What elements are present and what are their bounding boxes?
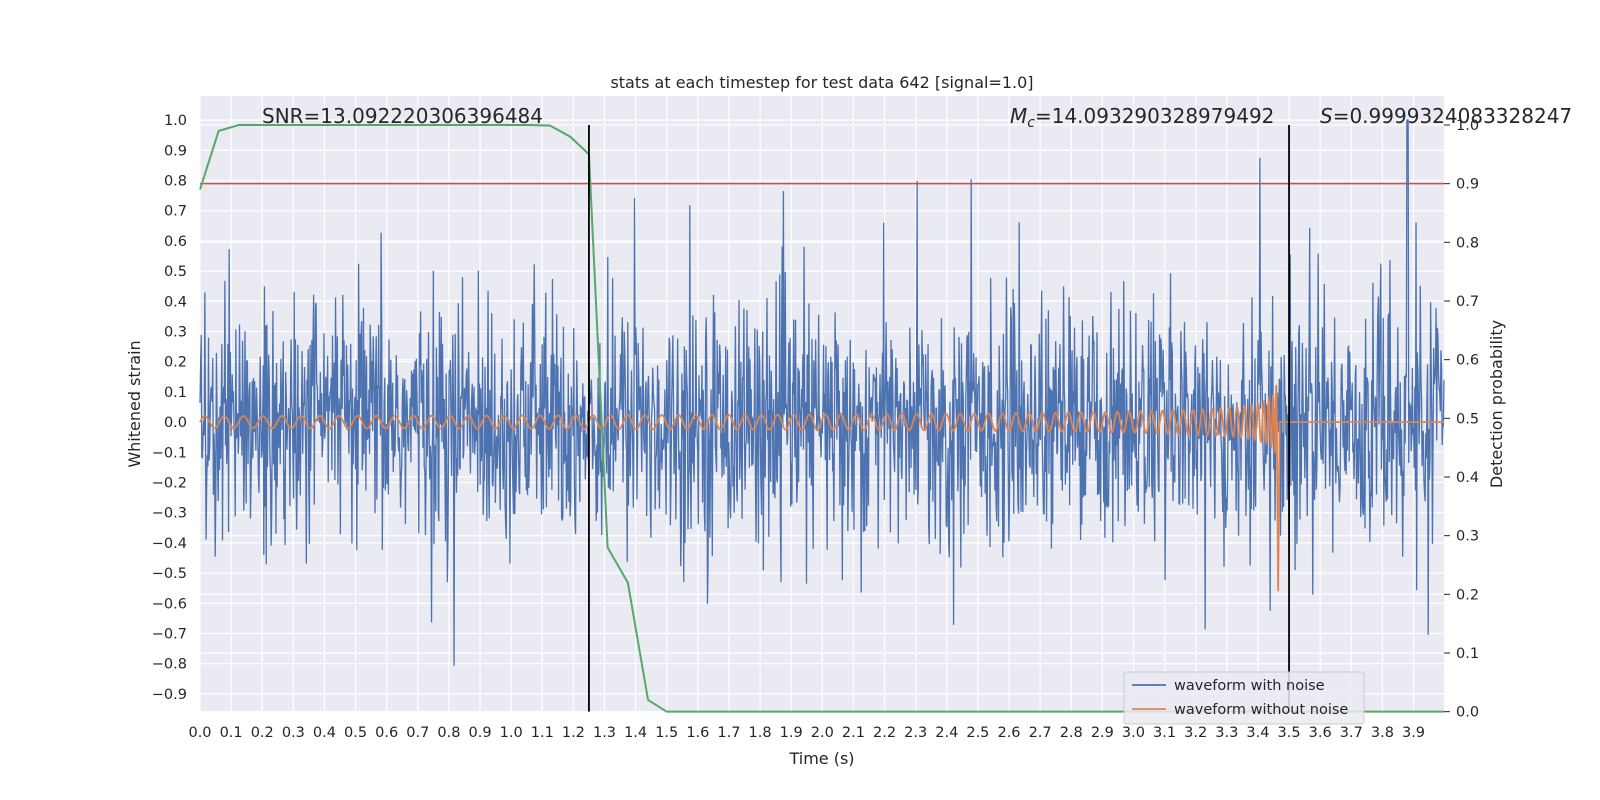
- y-tick-label: 0.0: [164, 415, 187, 431]
- y-tick-label: −0.7: [152, 626, 187, 642]
- y-tick-label: 0.5: [164, 264, 187, 280]
- x-tick-label: 2.9: [1091, 725, 1114, 741]
- y-tick-label: 0.3: [164, 325, 187, 341]
- x-tick-label: 2.6: [997, 725, 1020, 741]
- x-tick-label: 2.5: [966, 725, 989, 741]
- snr-annotation: SNR=13.092220306396484: [262, 104, 543, 128]
- y-tick-label: −0.5: [152, 566, 187, 582]
- y2-tick-label: 0.0: [1456, 705, 1479, 721]
- s-value: =0.9999324083328247: [1333, 104, 1572, 128]
- x-tick-label: 0.1: [220, 725, 243, 741]
- y-tick-label: 0.8: [164, 174, 187, 190]
- x-tick-label: 2.3: [904, 725, 927, 741]
- x-tick-label: 2.1: [842, 725, 865, 741]
- x-tick-label: 2.7: [1029, 725, 1052, 741]
- y2-tick-label: 0.3: [1456, 529, 1479, 545]
- x-tick-label: 2.2: [873, 725, 896, 741]
- mc-subscript: c: [1027, 115, 1035, 131]
- x-tick-label: 0.4: [313, 725, 336, 741]
- x-axis-label: Time (s): [788, 749, 854, 768]
- ticks: 0.0 0.1 0.2 0.3 0.4 0.5 0.6 0.7 0.8 0.9 1.0 1.1 1.2 1…: [152, 113, 1479, 741]
- legend: waveform with noise waveform without noi…: [1123, 671, 1365, 725]
- y-axis-label: Whitened strain: [125, 340, 144, 467]
- mc-annotation: Mc=14.093290328979492: [1010, 104, 1274, 131]
- legend-label-noise: waveform with noise: [1174, 678, 1325, 694]
- x-tick-label: 1.0: [500, 725, 523, 741]
- x-tick-label: 3.9: [1402, 725, 1425, 741]
- x-tick-label: 3.5: [1278, 725, 1301, 741]
- x-tick-label: 3.8: [1371, 725, 1394, 741]
- x-tick-label: 1.4: [624, 725, 647, 741]
- x-tick-label: 1.6: [686, 725, 709, 741]
- x-tick-label: 3.3: [1215, 725, 1238, 741]
- x-tick-label: 3.2: [1184, 725, 1207, 741]
- series-line-noise: [199, 119, 1445, 666]
- legend-label-clean: waveform without noise: [1174, 702, 1348, 718]
- x-tick-label: 0.0: [188, 725, 211, 741]
- y-tick-label: −0.2: [152, 476, 187, 492]
- legend-box: [1123, 671, 1365, 725]
- y2-tick-label: 0.5: [1456, 411, 1479, 427]
- y-tick-label: 1.0: [164, 113, 187, 129]
- x-tick-label: 0.9: [469, 725, 492, 741]
- x-tick-label: 1.2: [562, 725, 585, 741]
- y2-tick-label: 0.6: [1456, 353, 1479, 369]
- y-tick-label: 0.4: [164, 294, 187, 310]
- s-annotation: S=0.9999324083328247: [1320, 104, 1572, 128]
- mc-value: =14.093290328979492: [1035, 104, 1274, 128]
- x-tick-label: 1.1: [531, 725, 554, 741]
- y2-tick-label: 0.4: [1456, 470, 1479, 486]
- x-tick-label: 1.7: [717, 725, 740, 741]
- x-tick-label: 1.5: [655, 725, 678, 741]
- y-tick-label: −0.1: [152, 445, 187, 461]
- x-tick-label: 2.4: [935, 725, 958, 741]
- x-tick-label: 0.6: [375, 725, 398, 741]
- y-tick-label: 0.1: [164, 385, 187, 401]
- y2-tick-label: 0.9: [1456, 177, 1479, 193]
- mc-symbol: M: [1010, 104, 1027, 128]
- y-tick-label: 0.9: [164, 143, 187, 159]
- y-tick-label: 0.7: [164, 204, 187, 220]
- chart-title: stats at each timestep for test data 642…: [610, 73, 1033, 92]
- y-tick-label: −0.4: [152, 536, 187, 552]
- y-tick-label: −0.8: [152, 657, 187, 673]
- x-tick-label: 0.8: [437, 725, 460, 741]
- y2-tick-label: 0.8: [1456, 235, 1479, 251]
- x-tick-label: 0.2: [251, 725, 274, 741]
- y-tick-label: −0.9: [152, 687, 187, 703]
- x-tick-label: 3.0: [1122, 725, 1145, 741]
- y2-tick-label: 1.0: [1456, 118, 1479, 134]
- x-tick-label: 2.0: [811, 725, 834, 741]
- x-tick-label: 0.5: [344, 725, 367, 741]
- y2-axis-label: Detection probability: [1487, 320, 1506, 488]
- s-symbol: S: [1320, 104, 1333, 128]
- y-tick-label: 0.6: [164, 234, 187, 250]
- y2-tick-label: 0.2: [1456, 587, 1479, 603]
- x-tick-label: 0.3: [282, 725, 305, 741]
- x-tick-label: 2.8: [1060, 725, 1083, 741]
- x-tick-label: 3.1: [1153, 725, 1176, 741]
- y2-tick-label: 0.7: [1456, 294, 1479, 310]
- x-tick-label: 3.7: [1340, 725, 1363, 741]
- x-tick-label: 3.4: [1246, 725, 1269, 741]
- x-tick-label: 0.7: [406, 725, 429, 741]
- y-tick-label: −0.3: [152, 506, 187, 522]
- x-tick-label: 1.8: [749, 725, 772, 741]
- x-tick-label: 3.6: [1309, 725, 1332, 741]
- x-tick-label: 1.9: [780, 725, 803, 741]
- series-line-clean: [199, 384, 1444, 592]
- x-tick-label: 1.3: [593, 725, 616, 741]
- y-tick-label: −0.6: [152, 596, 187, 612]
- y-tick-label: 0.2: [164, 355, 187, 371]
- y2-tick-label: 0.1: [1456, 646, 1479, 662]
